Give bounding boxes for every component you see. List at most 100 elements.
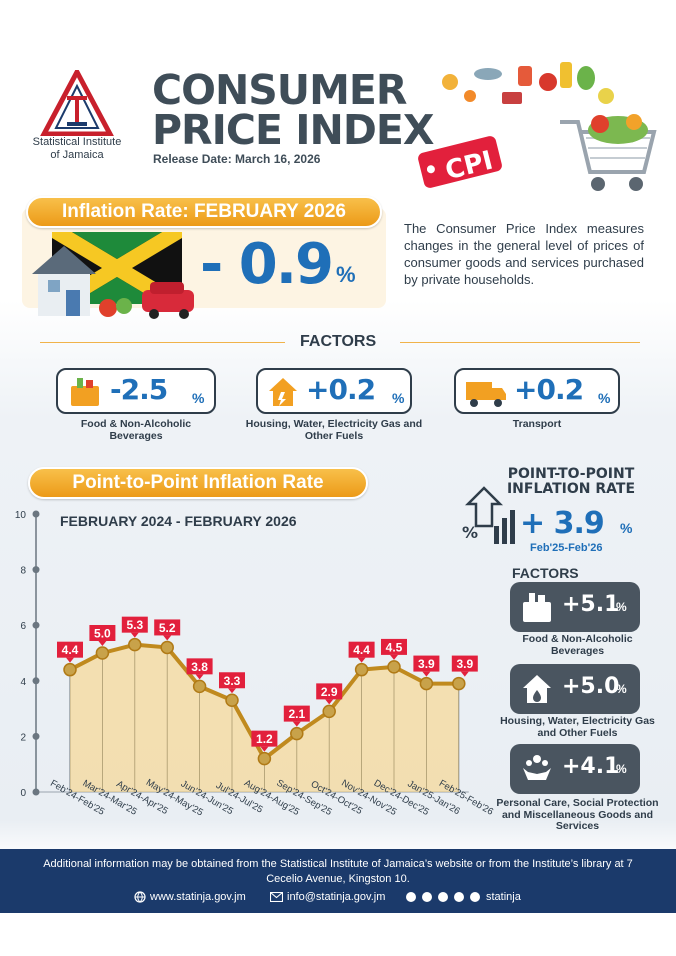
data-label-bg <box>57 641 83 658</box>
page-title-line2: PRICE INDEX <box>152 106 434 154</box>
y-tick-label: 6 <box>20 621 26 632</box>
data-label: 2.9 <box>321 685 338 699</box>
linkedin-icon[interactable] <box>454 892 464 902</box>
factor-housing-label: Housing, Water, Electricity Gas and Othe… <box>245 418 423 442</box>
data-label-bg <box>121 616 148 633</box>
factors-title: FACTORS <box>300 333 377 350</box>
ptp-factor-housing-unit: % <box>616 682 627 696</box>
data-label: 1.2 <box>256 732 273 746</box>
ptp-factor-personal-unit: % <box>616 762 627 776</box>
data-point <box>225 693 239 708</box>
data-label: 4.4 <box>62 643 79 657</box>
data-label-pointer <box>390 654 398 660</box>
ptp-summary-value: + 3.9 <box>520 506 605 541</box>
ptp-factor-personal-box: +4.1 % <box>510 744 640 794</box>
data-label: 3.3 <box>224 674 241 688</box>
factor-transport-box: +0.2 % <box>454 368 620 414</box>
data-label: 5.3 <box>126 618 143 632</box>
org-name: Statistical Institute of Jamaica <box>22 136 132 162</box>
mail-icon <box>270 892 283 902</box>
ptp-factor-housing-box: +5.0 % <box>510 664 640 714</box>
data-point <box>128 637 142 652</box>
data-label-pointer <box>130 632 139 638</box>
data-label-pointer <box>66 657 74 663</box>
data-point <box>192 679 207 694</box>
ptp-factor-food-value: +5.1 <box>562 592 620 617</box>
data-point <box>63 662 77 677</box>
data-point <box>322 704 336 719</box>
ptp-chart-title: Point-to-Point Inflation Rate <box>28 467 368 499</box>
y-tick-label: 0 <box>20 788 26 799</box>
svg-text:%: % <box>462 523 478 542</box>
y-tick-mark <box>32 677 40 685</box>
website-link[interactable]: www.statinja.gov.jm <box>134 891 246 903</box>
inflation-title: Inflation Rate: FEBRUARY 2026 <box>26 196 382 228</box>
data-point <box>95 646 110 660</box>
social-links[interactable]: statinja <box>406 891 521 903</box>
ptp-summary-title-line1: POINT-TO-POINT <box>507 466 635 482</box>
area-fill <box>70 644 459 792</box>
org-name-line1: Statistical Institute <box>32 136 122 148</box>
data-label-bg <box>381 638 407 655</box>
chart-date-range: FEBRUARY 2024 - FEBRUARY 2026 <box>60 513 297 529</box>
data-label-bg <box>154 619 181 636</box>
inflation-value: - 0.9 <box>200 232 334 297</box>
data-label-bg <box>413 655 440 672</box>
data-label: 3.9 <box>456 657 473 671</box>
ptp-line-chart: 4.45.05.3 5.23.83.31.22.12.94.4 4.53.9 3.9 … <box>15 510 495 819</box>
data-label: 3.8 <box>191 660 208 674</box>
data-label-pointer <box>460 671 469 677</box>
data-label-bg <box>283 705 310 722</box>
people-care-icon <box>523 755 551 780</box>
email-text: info@statinja.gov.jm <box>287 891 386 903</box>
data-label-pointer <box>98 641 107 646</box>
divider-right <box>400 342 640 343</box>
instagram-icon[interactable] <box>470 892 480 902</box>
statin-logo: Statistical Institute of Jamaica <box>22 66 132 170</box>
factor-housing-box: +0.2 % <box>256 368 412 414</box>
data-label-bg <box>451 655 478 672</box>
logo-triangle-icon <box>39 66 115 137</box>
data-label-bg <box>251 730 278 747</box>
youtube-icon[interactable] <box>406 892 416 902</box>
ptp-factor-food-label: Food & Non-Alcoholic Beverages <box>522 633 633 657</box>
grocery-bag-icon <box>523 593 551 622</box>
website-text: www.statinja.gov.jm <box>150 891 246 903</box>
inflation-unit: % <box>336 262 356 287</box>
divider-left <box>40 342 285 343</box>
data-point <box>257 751 272 766</box>
ptp-factors-title: FACTORS <box>512 565 579 581</box>
footer: Additional information may be obtained f… <box>0 849 676 913</box>
data-label-pointer <box>325 699 334 705</box>
data-label-bg <box>219 672 245 689</box>
cpi-description: The Consumer Price Index measures change… <box>404 221 644 287</box>
ptp-factor-housing-value: +5.0 <box>562 674 620 699</box>
y-tick-mark <box>32 510 40 518</box>
email-link[interactable]: info@statinja.gov.jm <box>270 891 385 903</box>
data-point <box>290 726 304 741</box>
data-label: 5.2 <box>159 621 176 635</box>
data-label: 3.9 <box>418 657 435 671</box>
factor-food-unit: % <box>192 390 205 406</box>
data-label-pointer <box>260 746 269 752</box>
ptp-summary-title: POINT-TO-POINT INFLATION RATE <box>476 467 666 497</box>
data-point <box>160 640 174 655</box>
grocery-bag-icon <box>71 378 99 406</box>
data-label-pointer <box>357 657 366 663</box>
y-tick-mark <box>32 788 40 796</box>
social-handle: statinja <box>486 891 521 903</box>
data-label: 4.5 <box>386 640 403 654</box>
y-tick-mark <box>32 621 40 629</box>
facebook-icon[interactable] <box>422 892 432 902</box>
factor-transport-label: Transport <box>512 418 562 430</box>
house-utilities-icon <box>269 378 297 406</box>
truck-icon <box>466 382 506 407</box>
twitter-icon[interactable] <box>438 892 448 902</box>
house-utilities-icon <box>523 675 551 703</box>
data-point <box>452 676 466 691</box>
shopping-cart-illustration: CPI <box>418 62 657 191</box>
release-date: Release Date: March 16, 2026 <box>153 152 321 166</box>
y-tick-label: 4 <box>20 677 26 688</box>
globe-icon <box>134 891 146 903</box>
